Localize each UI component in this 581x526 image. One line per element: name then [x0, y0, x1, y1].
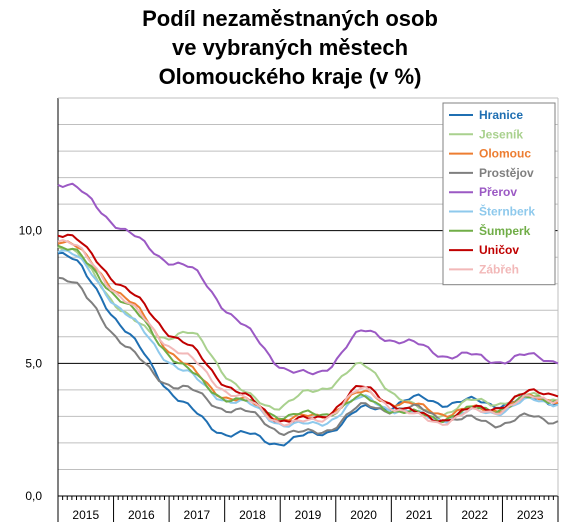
chart-title-line-2: ve vybraných městech	[172, 35, 408, 60]
y-tick-label: 5,0	[25, 356, 42, 370]
x-tick-label: 2015	[72, 508, 99, 522]
chart-title-line-3: Olomouckého kraje (v %)	[159, 64, 422, 89]
x-tick-label: 2017	[184, 508, 211, 522]
x-tick-label: 2023	[517, 508, 544, 522]
x-tick-label: 2021	[406, 508, 433, 522]
legend-label: Olomouc	[479, 147, 531, 161]
chart-title: Podíl nezaměstnaných osob ve vybraných m…	[142, 6, 438, 89]
legend-label: Přerov	[479, 185, 517, 199]
series-line-1	[57, 245, 559, 419]
y-tick-label: 10,0	[19, 224, 43, 238]
x-tick-label: 2016	[128, 508, 155, 522]
series-lines	[57, 182, 559, 447]
legend-box	[442, 102, 556, 286]
axes: 0,0 5,0 10,0 2015 2016 2017 2018 2019 2020 2021 20…	[19, 97, 559, 522]
chart-title-line-1: Podíl nezaměstnaných osob	[142, 6, 438, 31]
legend-label: Zábřeh	[479, 262, 519, 276]
legend-label: Šternberk	[479, 204, 535, 219]
x-tick-label: 2020	[350, 508, 377, 522]
legend: Hranice Jeseník Olomouc Prostějov Přerov Šter…	[442, 102, 556, 286]
series-line-3	[57, 276, 559, 436]
x-tick-label: 2019	[295, 508, 322, 522]
series-line-4	[57, 182, 559, 376]
legend-label: Prostějov	[479, 166, 534, 180]
legend-label: Uničov	[479, 243, 519, 257]
series-line-8	[57, 239, 559, 427]
series-line-0	[57, 251, 559, 447]
legend-label: Šumperk	[479, 223, 531, 238]
x-tick-label: 2022	[461, 508, 488, 522]
y-tick-label: 0,0	[25, 489, 42, 503]
series-line-7	[57, 233, 559, 423]
legend-label: Jeseník	[479, 127, 523, 141]
x-tick-label: 2018	[239, 508, 266, 522]
legend-label: Hranice	[479, 108, 523, 122]
